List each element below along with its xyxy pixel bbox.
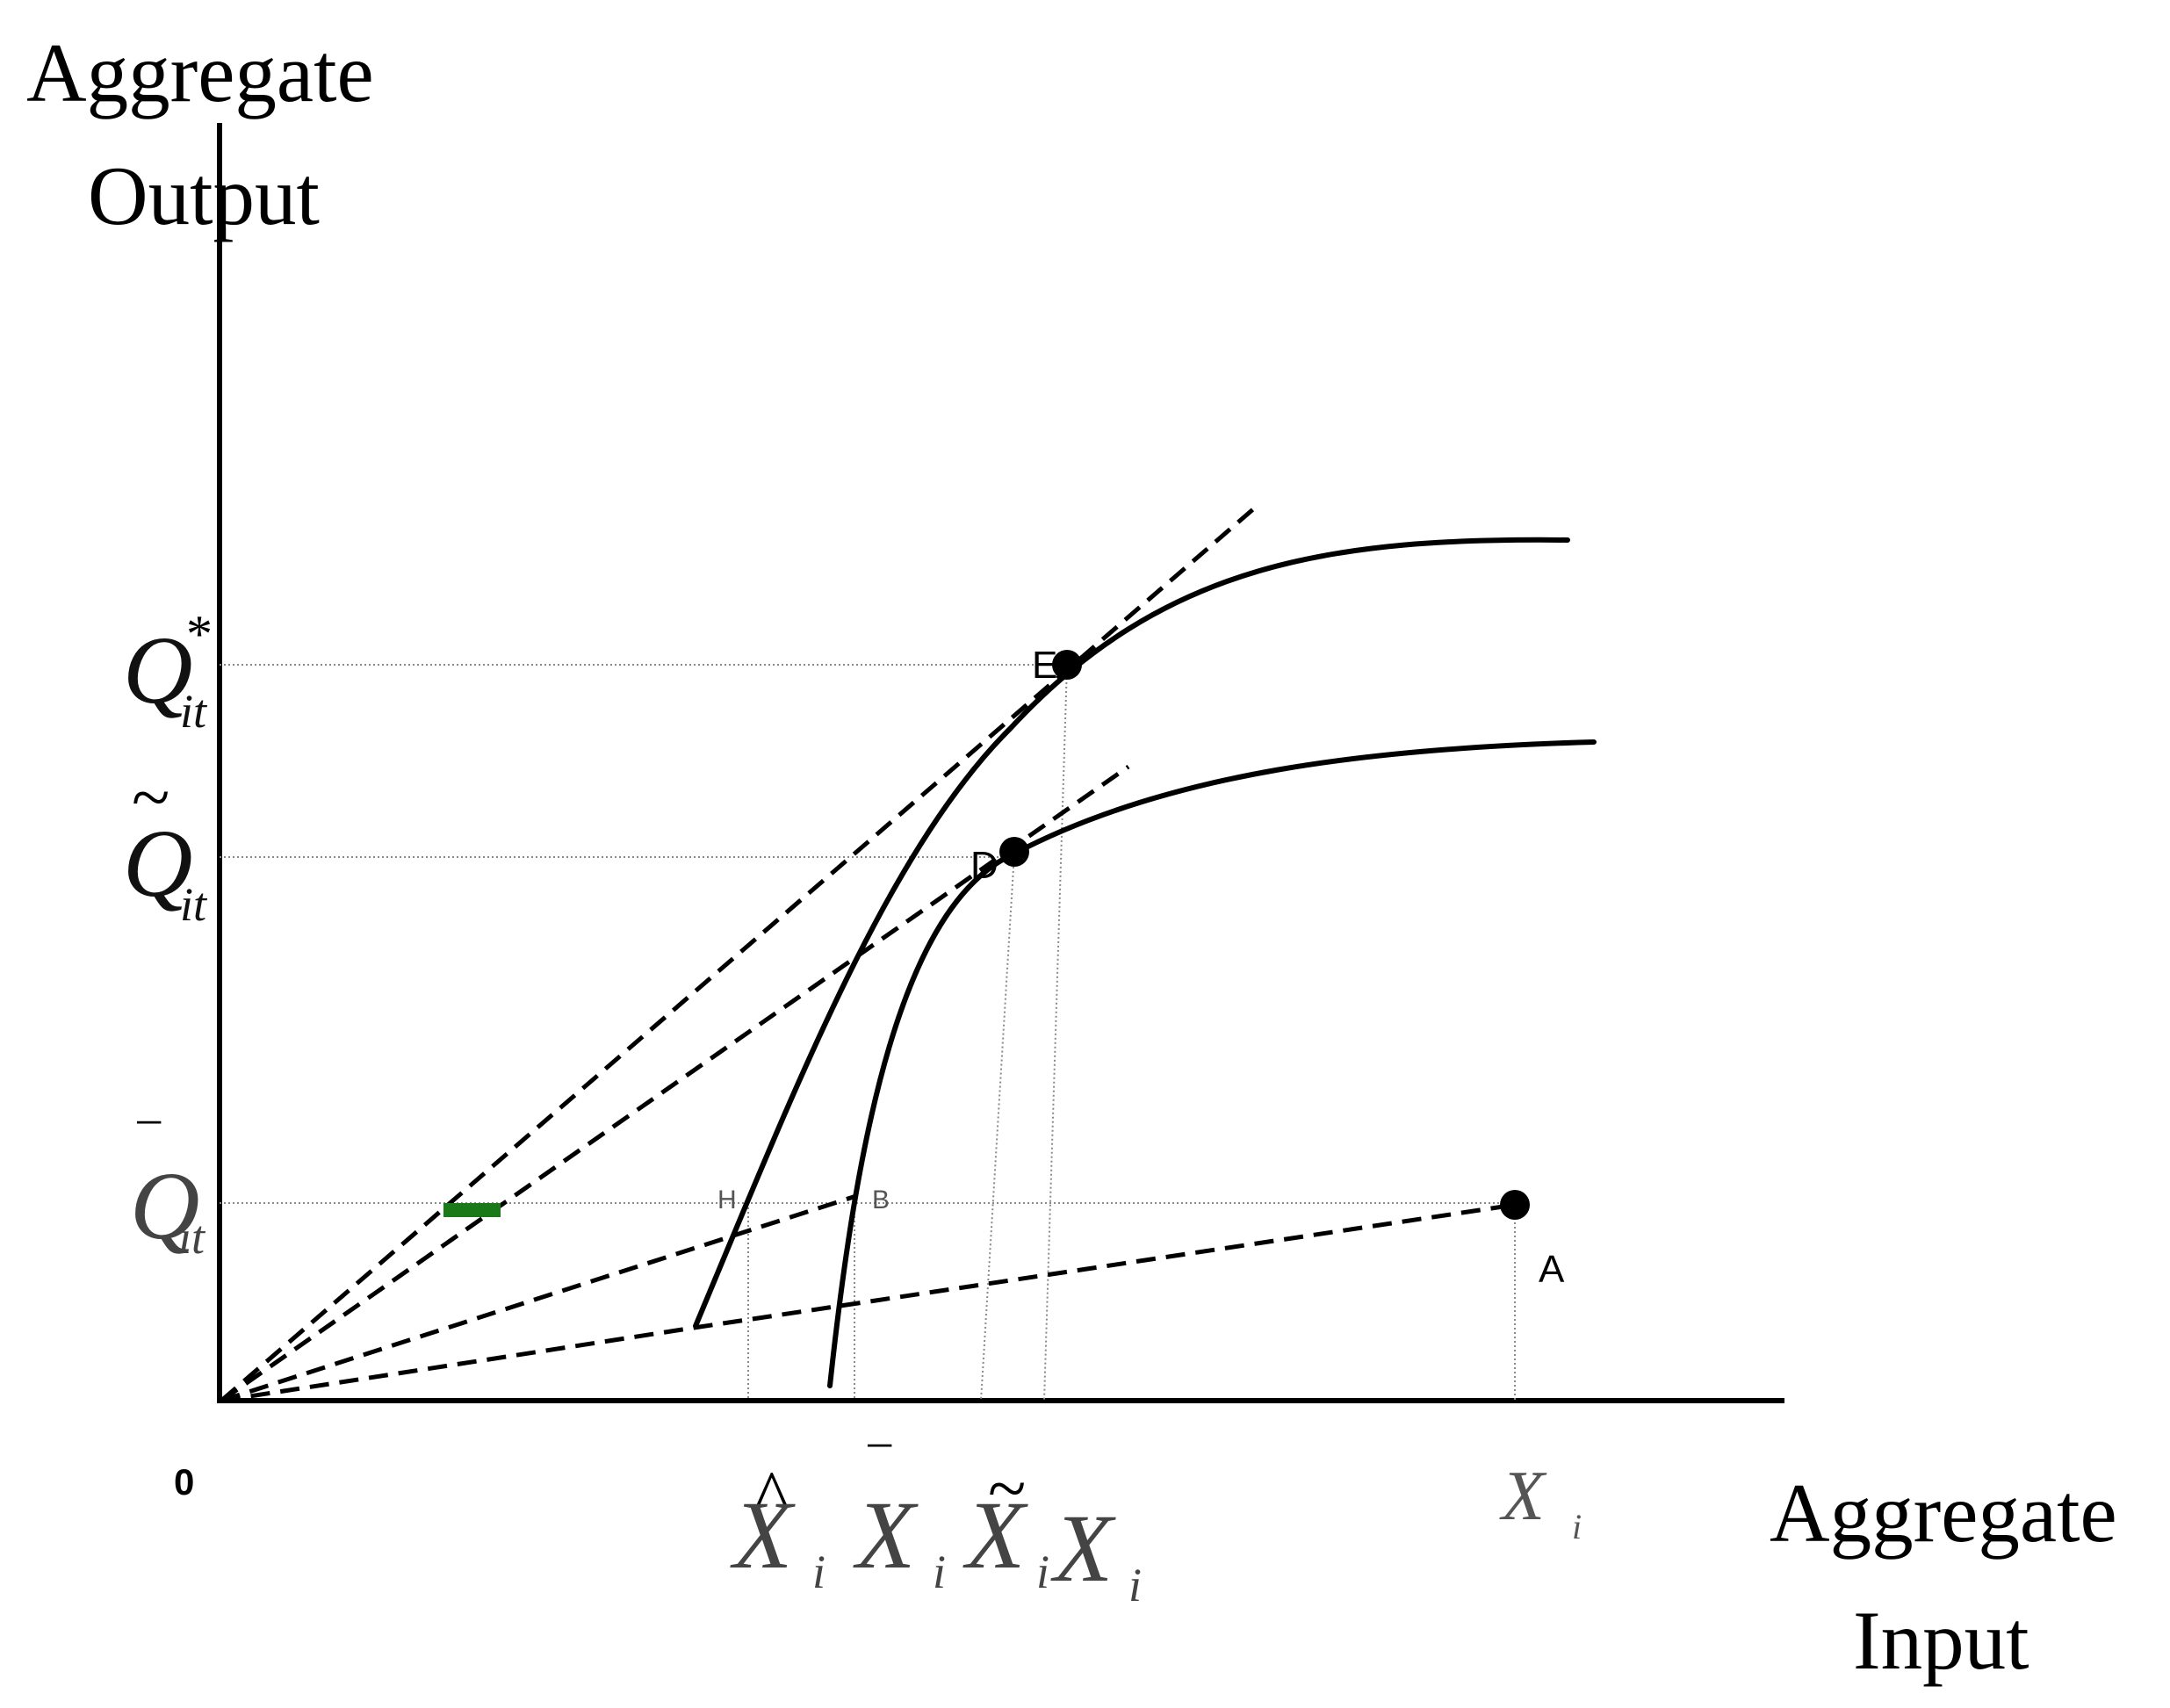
x-tick-x-a: X i	[1499, 1458, 1582, 1546]
upper-frontier-curve	[693, 537, 1570, 1329]
svg-text:^: ^	[755, 1458, 789, 1535]
x-tick-x-star: X i	[1050, 1495, 1142, 1611]
guide-x-star	[1043, 664, 1068, 1402]
point-a-label: A	[1539, 1248, 1565, 1291]
svg-text:‾: ‾	[136, 1116, 162, 1184]
svg-text:~: ~	[132, 760, 169, 837]
svg-text:Q: Q	[130, 1152, 199, 1259]
y-axis-title-line2: Output	[88, 149, 320, 242]
x-tick-x-bar: ‾ X i	[853, 1439, 946, 1598]
svg-text:X: X	[1050, 1495, 1116, 1602]
y-tick-q-tilde: ~ Q it	[123, 760, 208, 931]
svg-text:it: it	[178, 1211, 206, 1264]
green-marker	[443, 1203, 501, 1217]
svg-text:X: X	[730, 1481, 796, 1589]
x-tick-x-tilde: ~ X i	[962, 1451, 1049, 1598]
point-a	[1500, 1190, 1530, 1220]
origin-label: 0	[174, 1461, 194, 1503]
x-tick-x-hat: ^ X i	[730, 1458, 825, 1598]
y-tick-q-star: Q * it	[123, 605, 213, 738]
svg-text:*: *	[186, 605, 213, 663]
x-axis-title-line1: Aggregate	[1770, 1467, 2117, 1560]
svg-text:X: X	[853, 1481, 919, 1589]
x-axis-title-line2: Input	[1853, 1594, 2029, 1687]
svg-text:Q: Q	[123, 810, 192, 917]
ray-to-b	[220, 1193, 857, 1403]
ray-to-d	[220, 764, 1130, 1403]
svg-text:it: it	[180, 878, 208, 931]
point-e-label: E	[1032, 644, 1057, 687]
svg-text:it: it	[180, 685, 208, 738]
svg-text:Q: Q	[123, 616, 192, 724]
svg-text:i: i	[812, 1546, 825, 1598]
guide-x-tilde	[980, 853, 1015, 1402]
faint-label-h: H	[717, 1186, 737, 1214]
y-axis-title-line1: Aggregate	[26, 26, 374, 119]
svg-text:X: X	[962, 1481, 1028, 1589]
svg-text:i: i	[1036, 1546, 1049, 1598]
faint-label-b: B	[872, 1186, 890, 1214]
point-e	[1052, 650, 1082, 680]
ray-to-e	[220, 501, 1262, 1402]
svg-text:~: ~	[988, 1451, 1026, 1528]
svg-text:i: i	[1572, 1507, 1582, 1546]
svg-text:‾: ‾	[867, 1439, 892, 1507]
svg-text:X: X	[1499, 1458, 1547, 1535]
y-tick-q-bar: ‾ Q it	[130, 1116, 206, 1264]
svg-text:i: i	[933, 1546, 946, 1598]
svg-text:i: i	[1128, 1559, 1142, 1611]
point-d-label: D	[970, 844, 998, 887]
point-d	[999, 837, 1029, 867]
